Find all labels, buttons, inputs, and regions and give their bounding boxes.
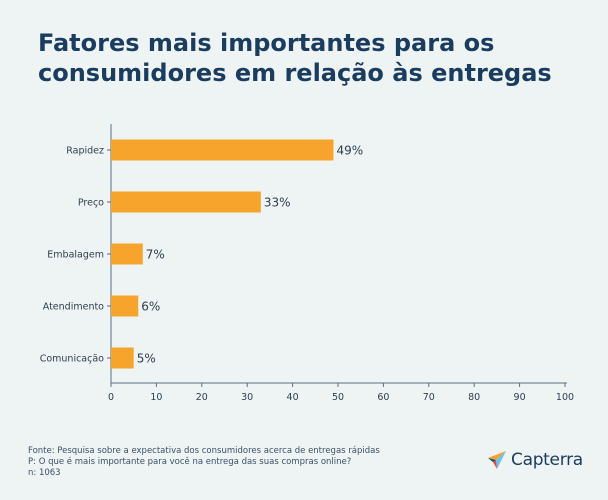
x-tick-label-7: 70 (423, 392, 435, 403)
brand-name: Capterra (511, 450, 583, 470)
category-label-0: Rapidez (66, 146, 104, 157)
bar-1 (111, 191, 261, 213)
bar-chart: Rapidez 49% Preço 33% Embalagem 7% Atendimento… (40, 124, 574, 403)
chart-title: Fatores mais importantes para os consumi… (38, 29, 552, 87)
x-tick-label-5: 50 (332, 392, 344, 403)
bar-2 (111, 243, 143, 265)
value-label-4: 5% (137, 352, 156, 366)
x-tick-label-2: 20 (196, 392, 208, 403)
x-tick-label-9: 90 (514, 392, 526, 403)
value-label-3: 6% (141, 300, 160, 314)
x-tick-label-0: 0 (108, 392, 114, 403)
x-tick-label-4: 40 (287, 392, 299, 403)
bar-0 (111, 139, 334, 161)
bar-3 (111, 295, 139, 317)
category-label-1: Preço (78, 198, 104, 209)
value-label-0: 49% (336, 144, 363, 158)
value-label-2: 7% (146, 248, 165, 262)
capterra-logo-icon (488, 451, 506, 469)
bar-4 (111, 347, 134, 369)
source-note: Fonte: Pesquisa sobre a expectativa dos … (28, 446, 380, 456)
category-label-2: Embalagem (47, 250, 104, 261)
category-label-4: Comunicação (40, 354, 104, 365)
x-tick-label-6: 60 (377, 392, 389, 403)
x-tick-label-3: 30 (241, 392, 253, 403)
value-label-1: 33% (264, 196, 291, 210)
x-tick-label-10: 100 (556, 392, 574, 403)
capterra-brand: Capterra (487, 449, 583, 471)
x-tick-label-8: 80 (468, 392, 480, 403)
question-note: P: O que é mais importante para você na … (28, 457, 352, 467)
sample-size-note: n: 1063 (28, 468, 61, 478)
x-tick-label-1: 10 (150, 392, 162, 403)
category-label-3: Atendimento (43, 302, 104, 313)
chart-footer: Fonte: Pesquisa sobre a expectativa dos … (28, 446, 380, 479)
